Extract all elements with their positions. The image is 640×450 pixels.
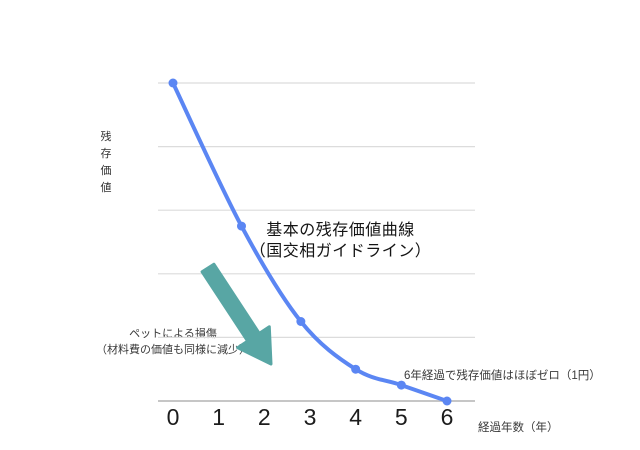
pet-damage-note-line2: （材料費の価値も同様に減少） [96,344,250,356]
x-tick-label: 6 [440,404,454,430]
data-point [237,221,246,231]
data-point [442,396,452,406]
y-axis-label: 残 存 価 値 [100,131,112,194]
year6-zero-note: 6年経過で残存価値はほぼゼロ（1円） [404,370,601,382]
x-tick-label: 3 [303,404,317,430]
data-point [396,380,406,390]
x-axis-title: 経過年数（年） [478,422,559,434]
x-tick-label: 5 [394,404,408,430]
x-tick-label: 4 [349,404,363,430]
x-tick-label: 2 [257,404,271,430]
x-tick-label: 1 [212,404,226,430]
x-tick-label: 0 [166,404,180,430]
data-point [168,78,178,88]
curve-annotation-line2: （国交相ガイドライン） [249,243,432,260]
data-point [296,317,306,326]
curve-annotation-line1: 基本の残存価値曲線 [266,222,415,239]
pet-damage-arrow [200,262,273,366]
curve-annotation: 基本の残存価値曲線 （国交相ガイドライン） [243,220,438,262]
data-point [351,364,361,374]
